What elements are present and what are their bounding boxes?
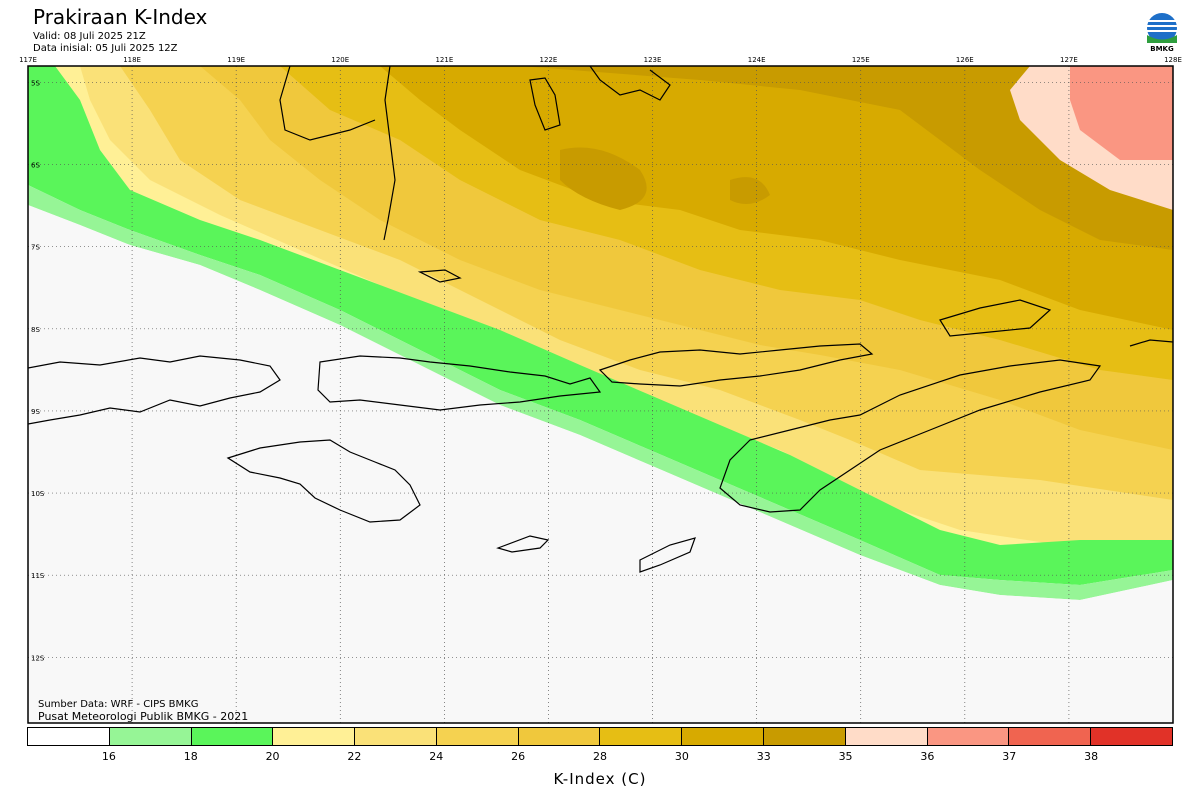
legend-tick-label: 28 bbox=[593, 750, 607, 763]
legend-cell bbox=[28, 728, 110, 745]
lon-label-123E: 123E bbox=[644, 56, 662, 64]
lat-label-10S: 10S bbox=[31, 490, 45, 498]
legend-tick-label: 18 bbox=[183, 750, 198, 763]
legend-tick-label: 38 bbox=[1084, 750, 1099, 763]
graticule bbox=[28, 66, 1173, 723]
lat-label-12S: 12S bbox=[31, 654, 45, 662]
map-title: Prakiraan K-Index bbox=[33, 5, 208, 29]
legend-tick-label: 30 bbox=[674, 750, 689, 763]
lon-label-126E: 126E bbox=[956, 56, 974, 64]
coastlines bbox=[28, 66, 1173, 573]
lon-label-121E: 121E bbox=[435, 56, 453, 64]
legend-cell bbox=[1091, 728, 1172, 745]
publisher: Pusat Meteorologi Publik BMKG - 2021 bbox=[38, 710, 249, 723]
lon-label-119E: 119E bbox=[227, 56, 245, 64]
legend-cell bbox=[600, 728, 683, 745]
legend-cell bbox=[191, 728, 274, 745]
valid-time: Valid: 08 Juli 2025 21Z bbox=[33, 31, 146, 42]
legend-tick-label: 35 bbox=[838, 750, 853, 763]
legend-title: K-Index (C) bbox=[553, 770, 647, 788]
lat-label-9S: 9S bbox=[31, 408, 40, 416]
legend-cell bbox=[436, 728, 519, 745]
legend-cell bbox=[273, 728, 356, 745]
legend-cell bbox=[682, 728, 765, 745]
legend-tick-label: 37 bbox=[1002, 750, 1017, 763]
initial-data-time: Data inisial: 05 Juli 2025 12Z bbox=[33, 43, 178, 54]
lon-label-124E: 124E bbox=[748, 56, 766, 64]
color-legend bbox=[27, 727, 1173, 746]
lon-label-120E: 120E bbox=[331, 56, 349, 64]
lat-label-6S: 6S bbox=[31, 162, 40, 170]
legend-cell bbox=[355, 728, 437, 745]
lon-label-127E: 127E bbox=[1060, 56, 1078, 64]
longitude-labels: 117E 118E 119E 120E 121E 122E 123E 124E 125E 126E… bbox=[19, 56, 1182, 64]
lat-label-11S: 11S bbox=[31, 572, 45, 580]
lon-label-122E: 122E bbox=[540, 56, 558, 64]
legend-tick-label: 36 bbox=[920, 750, 935, 763]
lon-label-118E: 118E bbox=[123, 56, 141, 64]
legend-cell bbox=[927, 728, 1010, 745]
lat-label-5S: 5S bbox=[31, 79, 40, 87]
lon-label-128E: 128E bbox=[1164, 56, 1182, 64]
legend-tick-label: 16 bbox=[101, 750, 116, 763]
bmkg-logo-text: BMKG bbox=[1150, 45, 1174, 53]
lat-label-7S: 7S bbox=[31, 244, 40, 252]
legend-tick-label: 24 bbox=[429, 750, 444, 763]
legend-tick-label: 33 bbox=[756, 750, 771, 763]
legend-cell bbox=[1009, 728, 1092, 745]
lat-label-8S: 8S bbox=[31, 326, 40, 334]
legend-tick-label: 22 bbox=[347, 750, 362, 763]
bmkg-logo-icon bbox=[1147, 13, 1177, 43]
legend-cell bbox=[764, 728, 846, 745]
lon-label-117E: 117E bbox=[19, 56, 37, 64]
legend-tick-label: 20 bbox=[265, 750, 280, 763]
legend-cell bbox=[518, 728, 601, 745]
legend-cell bbox=[845, 728, 928, 745]
map-frame bbox=[27, 65, 1174, 724]
legend-tick-label: 26 bbox=[511, 750, 526, 763]
latitude-labels: 5S 6S 7S 8S 9S 10S 11S 12S bbox=[31, 79, 45, 662]
legend-cell bbox=[109, 728, 192, 745]
data-source: Sumber Data: WRF - CIPS BMKG bbox=[38, 699, 199, 710]
lon-label-125E: 125E bbox=[852, 56, 870, 64]
